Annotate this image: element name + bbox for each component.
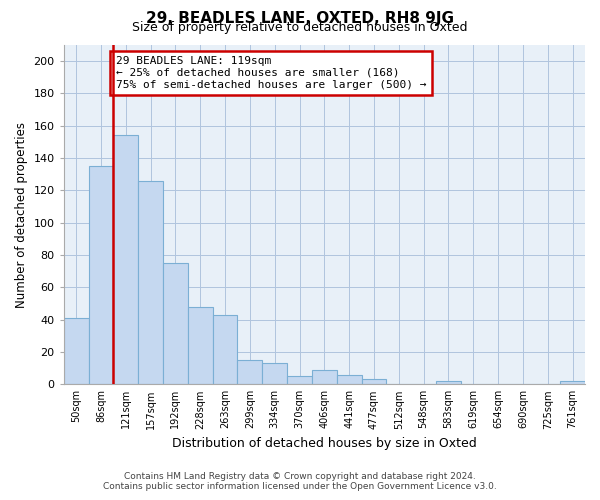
Bar xyxy=(138,180,163,384)
Text: 29, BEADLES LANE, OXTED, RH8 9JG: 29, BEADLES LANE, OXTED, RH8 9JG xyxy=(146,11,454,26)
X-axis label: Distribution of detached houses by size in Oxted: Distribution of detached houses by size … xyxy=(172,437,477,450)
Bar xyxy=(287,376,312,384)
Bar xyxy=(312,370,337,384)
Text: 29 BEADLES LANE: 119sqm
← 25% of detached houses are smaller (168)
75% of semi-d: 29 BEADLES LANE: 119sqm ← 25% of detache… xyxy=(116,56,427,90)
Y-axis label: Number of detached properties: Number of detached properties xyxy=(15,122,28,308)
Bar xyxy=(89,166,113,384)
Bar xyxy=(436,381,461,384)
Bar xyxy=(262,364,287,384)
Bar xyxy=(64,318,89,384)
Bar xyxy=(362,380,386,384)
Bar xyxy=(238,360,262,384)
Text: Contains HM Land Registry data © Crown copyright and database right 2024.
Contai: Contains HM Land Registry data © Crown c… xyxy=(103,472,497,491)
Bar xyxy=(113,136,138,384)
Bar xyxy=(337,374,362,384)
Bar xyxy=(188,307,212,384)
Bar xyxy=(163,263,188,384)
Text: Size of property relative to detached houses in Oxted: Size of property relative to detached ho… xyxy=(132,22,468,35)
Bar xyxy=(560,381,585,384)
Bar xyxy=(212,315,238,384)
